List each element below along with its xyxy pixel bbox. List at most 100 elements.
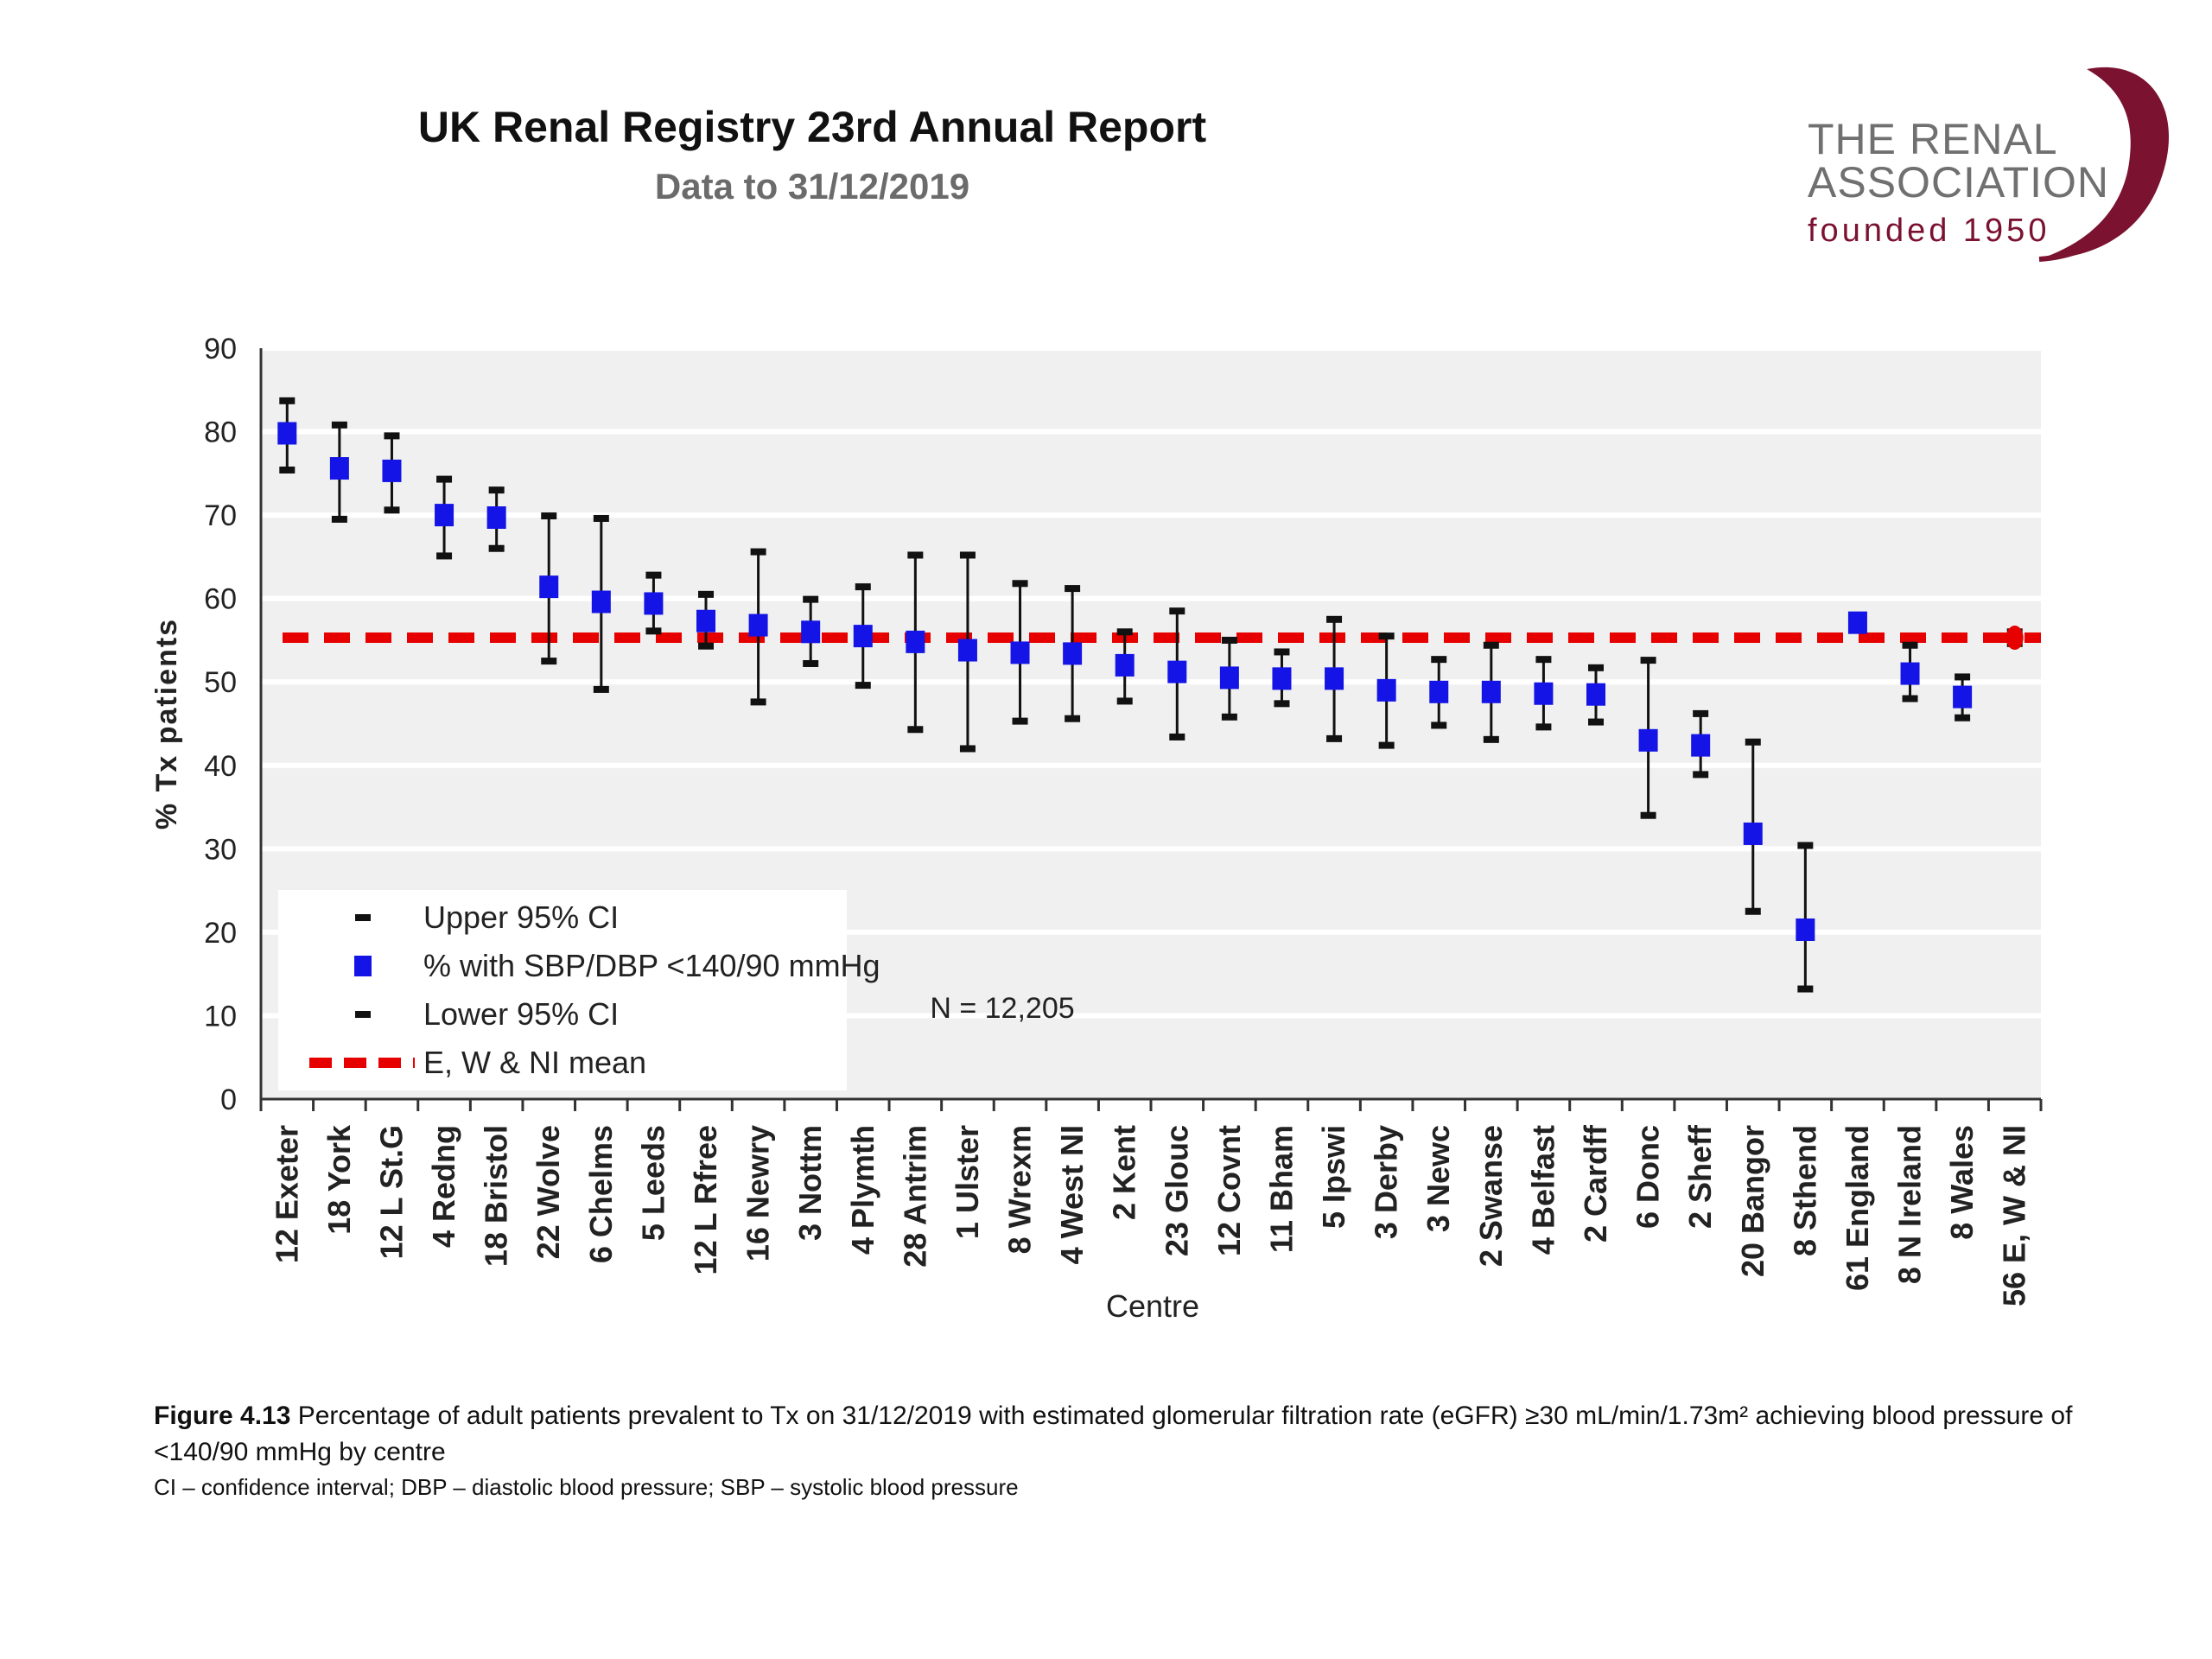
lower-ci-mark-21	[1378, 741, 1395, 749]
x-tick-label-18: 12 Covnt	[1211, 1125, 1247, 1256]
x-tick-label-11: 4 Plymth	[845, 1125, 880, 1255]
y-tick-label-20: 20	[204, 917, 237, 950]
data-point-3	[435, 504, 454, 527]
legend-label-1: % with SBP/DBP <140/90 mmHg	[423, 948, 880, 983]
lower-ci-mark-13	[959, 745, 976, 753]
x-tick-label-4: 18 Bristol	[479, 1125, 514, 1267]
legend-label-2: Lower 95% CI	[423, 996, 619, 1032]
logo-line-1: THE RENAL	[1808, 115, 2058, 163]
lower-ci-mark-14	[1012, 717, 1028, 725]
data-point-31	[1900, 662, 1920, 685]
upper-ci-mark-24	[1535, 656, 1552, 664]
upper-ci-mark-26	[1640, 657, 1656, 664]
upper-ci-mark-1	[331, 421, 347, 429]
upper-ci-mark-27	[1693, 709, 1709, 717]
x-tick-label-0: 12 Exeter	[269, 1125, 304, 1263]
sample-size-annotation: N = 12,205	[930, 992, 1074, 1025]
x-tick-label-14: 8 Wrexm	[1002, 1125, 1038, 1254]
x-tick-label-2: 12 L St.G	[373, 1125, 409, 1259]
x-tick-label-6: 6 Chelms	[583, 1125, 619, 1263]
upper-ci-mark-17	[1169, 607, 1185, 615]
x-tick-label-30: 61 England	[1840, 1125, 1875, 1291]
upper-ci-mark-31	[1902, 641, 1918, 649]
lower-ci-mark-12	[907, 726, 924, 734]
x-tick-label-1: 18 York	[321, 1124, 357, 1235]
page-title: UK Renal Registry 23rd Annual Report	[417, 103, 1207, 151]
upper-ci-mark-18	[1221, 636, 1237, 644]
x-tick-label-22: 3 Newc	[1421, 1125, 1456, 1232]
x-tick-label-13: 1 Ulster	[950, 1125, 985, 1239]
data-point-30	[1847, 611, 1867, 634]
upper-ci-mark-2	[384, 432, 400, 440]
upper-ci-mark-8	[698, 590, 714, 598]
lower-ci-mark-15	[1065, 715, 1081, 722]
x-tick-label-10: 3 Nottm	[792, 1125, 828, 1241]
data-point-0	[277, 422, 297, 445]
y-tick-label-50: 50	[204, 666, 237, 699]
x-tick-label-21: 3 Derby	[1369, 1125, 1404, 1239]
x-tick-label-19: 11 Bham	[1263, 1125, 1299, 1253]
x-tick-label-20: 5 Ipswi	[1316, 1125, 1351, 1229]
lower-ci-mark-1	[331, 515, 347, 523]
data-point-19	[1272, 667, 1292, 690]
legend-point-symbol	[354, 956, 372, 976]
lower-ci-mark-18	[1221, 713, 1237, 721]
data-point-22	[1429, 680, 1449, 703]
x-tick-label-7: 5 Leeds	[635, 1125, 671, 1241]
logo-line-3: founded 1950	[1808, 213, 2050, 249]
lower-ci-mark-25	[1588, 718, 1604, 726]
lower-ci-mark-17	[1169, 733, 1185, 741]
x-tick-label-28: 20 Bangor	[1735, 1125, 1770, 1277]
x-tick-label-24: 4 Belfast	[1525, 1125, 1560, 1255]
x-tick-label-3: 4 Redng	[426, 1125, 461, 1248]
lower-ci-mark-31	[1902, 695, 1918, 702]
data-point-12	[906, 630, 925, 653]
data-point-13	[957, 639, 977, 662]
upper-ci-mark-21	[1378, 632, 1395, 640]
lower-ci-mark-10	[803, 659, 819, 667]
data-point-20	[1325, 667, 1344, 690]
data-point-18	[1219, 666, 1239, 690]
upper-ci-mark-0	[279, 397, 296, 404]
x-axis-label: Centre	[1106, 1288, 1199, 1324]
lower-ci-mark-19	[1274, 700, 1290, 708]
lower-ci-mark-22	[1431, 721, 1447, 729]
data-point-6	[591, 590, 611, 613]
upper-ci-mark-32	[1955, 673, 1971, 681]
x-tick-label-23: 2 Swanse	[1473, 1125, 1509, 1267]
y-tick-label-90: 90	[204, 333, 237, 365]
data-point-24	[1534, 682, 1554, 705]
data-point-16	[1115, 653, 1135, 677]
upper-ci-mark-10	[803, 595, 819, 603]
lower-ci-mark-16	[1116, 697, 1133, 705]
upper-ci-mark-29	[1797, 842, 1814, 849]
lower-ci-mark-8	[698, 642, 714, 650]
legend-ci-symbol-2	[355, 1011, 371, 1018]
x-tick-label-25: 2 Cardff	[1578, 1124, 1613, 1243]
y-tick-label-70: 70	[204, 499, 237, 532]
data-point-14	[1010, 641, 1030, 664]
y-tick-label-40: 40	[204, 750, 237, 783]
lower-ci-mark-26	[1640, 811, 1656, 819]
page-subtitle: Data to 31/12/2019	[654, 166, 970, 207]
figure-label: Figure 4.13	[154, 1402, 298, 1430]
x-tick-label-26: 6 Donc	[1630, 1125, 1666, 1229]
x-tick-label-15: 4 West NI	[1054, 1125, 1090, 1264]
data-point-28	[1743, 822, 1763, 845]
data-point-17	[1167, 660, 1187, 683]
upper-ci-mark-28	[1745, 738, 1761, 746]
lower-ci-mark-2	[384, 506, 400, 514]
x-tick-label-16: 2 Kent	[1107, 1125, 1142, 1220]
legend-label-3: E, W & NI mean	[423, 1045, 646, 1080]
lower-ci-mark-29	[1797, 985, 1814, 993]
upper-ci-mark-9	[750, 548, 766, 556]
upper-ci-mark-3	[436, 475, 453, 483]
upper-ci-mark-4	[488, 486, 505, 494]
data-point-5	[539, 575, 559, 599]
data-point-15	[1063, 642, 1083, 665]
upper-ci-mark-11	[855, 583, 871, 591]
legend-box	[278, 890, 847, 1090]
x-tick-label-5: 22 Wolve	[531, 1125, 566, 1259]
x-tick-label-32: 8 Wales	[1944, 1125, 1980, 1240]
data-point-26	[1638, 728, 1658, 752]
